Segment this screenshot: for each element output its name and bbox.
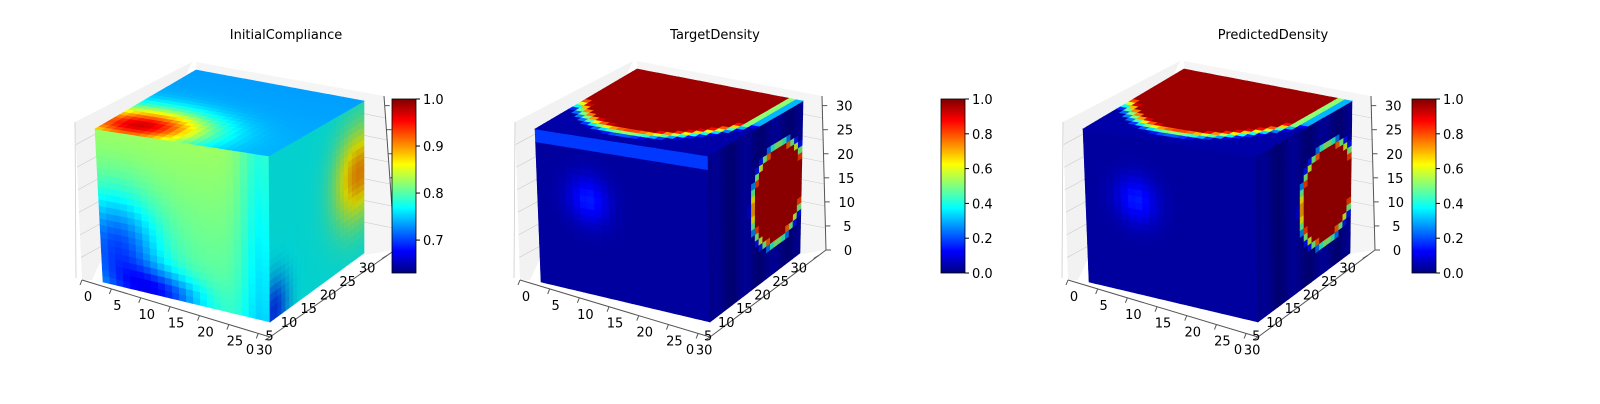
subplot-initial-compliance: InitialCompliance 0510152025300510152025… [75,28,444,358]
z-tick-label: 5 [843,220,851,235]
y-tick-label: 20 [320,289,337,304]
y-tick-label: 15 [736,302,753,317]
x-tick-label: 5 [113,299,121,314]
cube-face-front [95,129,270,322]
colorbar-gradient [941,99,965,273]
x-tick-label: 15 [607,317,624,332]
y-tick-label: 5 [704,329,712,344]
x-tick-label: 10 [138,308,155,323]
subplot-predicted-density: PredictedDensity 05101520253005101520253… [1062,28,1464,358]
z-tick-label: 30 [836,100,853,115]
chart-title: PredictedDensity [1218,28,1329,43]
x-tick-label: 15 [168,317,185,332]
x-tick-label: 10 [577,308,594,323]
cube-face-front [535,129,710,322]
y-tick-label: 25 [339,275,356,290]
cube-face-front [1083,129,1258,322]
x-tick-label: 0 [522,290,530,305]
x-tick-label: 20 [636,326,653,341]
z-tick-label: 25 [837,124,854,139]
z-tick-label: 10 [838,196,855,211]
z-tick-label: 15 [838,172,855,187]
chart-title: TargetDensity [669,28,760,43]
z-axis-line-left [75,122,76,278]
x-tick [666,325,668,330]
x-tick-label: 25 [227,335,244,350]
colorbar-tick-label: 0.2 [972,232,993,247]
colorbar-tick-label: 0.4 [972,197,993,212]
z-tick-label: 0 [844,244,852,259]
colorbar-tick-label: 0.6 [972,163,993,178]
x-tick-label: 30 [256,343,273,358]
chart-title: InitialCompliance [230,28,343,43]
x-tick [80,280,82,285]
y-tick [814,255,819,258]
subplot-target-density: TargetDensity 05101520253005101520253005… [514,28,993,358]
x-tick-label: 0 [84,290,92,305]
x-tick [139,298,141,303]
z-tick-label: 20 [837,148,854,163]
z-axis-line-left [514,122,515,278]
x-tick [518,280,520,285]
colorbar: 0.7 0.8 0.9 1.0 [392,93,444,273]
x-tick [198,316,200,321]
x-tick [256,333,258,338]
colorbar-tick-label: 0.7 [423,234,444,249]
y-tick-label: 15 [300,302,317,317]
x-tick-label: 20 [197,326,214,341]
colorbar-tick-label: 1.0 [423,93,444,108]
x-tick [637,316,639,321]
y-tick-label: 5 [265,329,273,344]
colorbar-gradient [392,99,416,273]
x-tick [607,307,609,312]
colorbar-tick-label: 1.0 [972,93,993,108]
y-tick [382,255,387,258]
y-tick-label: 30 [359,261,376,276]
colorbar-tick-label: 0.8 [423,187,444,202]
y-tick-label: 0 [686,343,694,358]
x-tick [696,333,698,338]
y-tick-label: 10 [718,316,735,331]
x-tick [168,307,170,312]
y-tick-label: 20 [754,289,771,304]
x-tick-label: 25 [666,335,683,350]
colorbar: 0.0 0.2 0.4 0.6 0.8 1.0 [941,93,993,282]
x-tick-label: 5 [552,299,560,314]
colorbar-tick-label: 0.0 [972,267,993,282]
y-tick-label: 0 [246,343,254,358]
x-tick [577,298,579,303]
x-tick [548,289,550,294]
colorbar-tick-label: 0.9 [423,140,444,155]
z-axis-line-left [1062,122,1063,278]
x-tick [109,289,111,294]
colorbar-tick-label: 0.8 [972,128,993,143]
y-tick-label: 25 [772,275,789,290]
x-tick [227,325,229,330]
y-tick-label: 10 [281,316,298,331]
y-tick-label: 30 [790,261,807,276]
x-tick-label: 30 [696,343,713,358]
